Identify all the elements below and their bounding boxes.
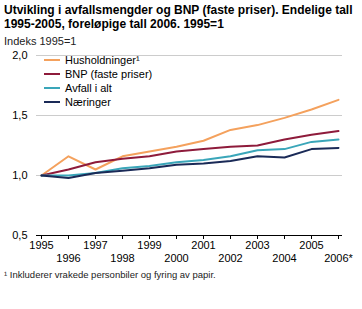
svg-text:2002: 2002 — [218, 252, 242, 264]
svg-text:1,0: 1,0 — [12, 169, 27, 181]
html-text:Utvikling i avfallsmengder og: Utvikling i avfallsmengder og BNP (faste… — [4, 3, 353, 31]
svg-text:2005: 2005 — [299, 239, 323, 251]
svg-text:1999: 1999 — [137, 239, 161, 251]
svg-text:2004: 2004 — [272, 252, 296, 264]
svg-text:1998: 1998 — [110, 252, 134, 264]
svg-text:1997: 1997 — [83, 239, 107, 251]
html-text:¹ Inkluderer vrakede personbil: ¹ Inkluderer vrakede personbiler og fyri… — [4, 269, 216, 280]
svg-text:2001: 2001 — [191, 239, 215, 251]
svg-text:1995: 1995 — [29, 239, 53, 251]
html-text:Næringer: Næringer — [65, 96, 111, 108]
html-text:BNP (faste priser): BNP (faste priser) — [65, 68, 153, 80]
html-text:Husholdninger¹: Husholdninger¹ — [65, 54, 140, 66]
svg-text:2000: 2000 — [164, 252, 188, 264]
html-text:Indeks 1995=1: Indeks 1995=1 — [4, 35, 77, 47]
svg-text:2006*: 2006* — [324, 252, 353, 264]
svg-text:1,5: 1,5 — [12, 109, 27, 121]
html-text:Avfall i alt: Avfall i alt — [65, 82, 112, 94]
svg-text:1996: 1996 — [56, 252, 80, 264]
svg-text:2,0: 2,0 — [12, 49, 27, 61]
svg-text:2003: 2003 — [245, 239, 269, 251]
svg-text:0,5: 0,5 — [12, 229, 27, 241]
